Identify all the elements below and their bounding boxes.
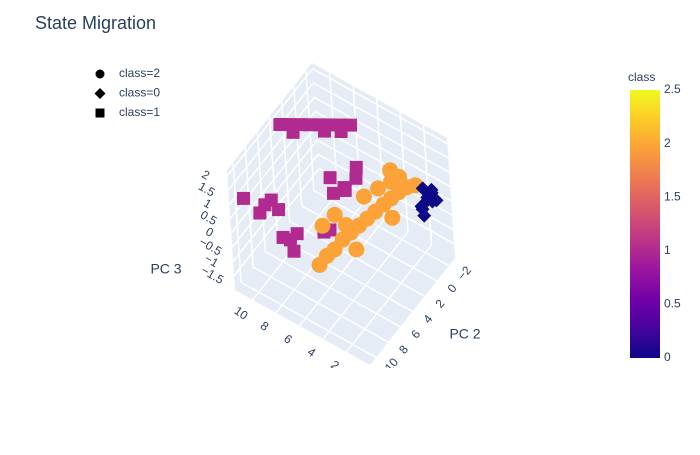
data-point (355, 188, 372, 205)
colorbar-tick-label: 1 (664, 243, 671, 257)
colorbar-tick-label: 1.5 (664, 189, 681, 203)
data-point (287, 244, 301, 258)
legend-symbol (94, 88, 106, 99)
grid-line (228, 96, 315, 205)
x-tick-label: 6 (281, 332, 295, 347)
colorbar-tick-label: 0.5 (664, 297, 681, 311)
y-tick-label: 6 (408, 327, 423, 341)
colorbar-tick-label: 0 (664, 350, 671, 364)
grid-line (264, 251, 401, 328)
legend-symbol (95, 108, 105, 118)
z-tick-label: 1.5 (196, 179, 218, 200)
z-axis-title: PC 3 (150, 261, 181, 277)
y-tick-label: 8 (396, 342, 411, 356)
legend: class=2 class=0 class=1 (94, 66, 160, 119)
data-point (286, 125, 300, 139)
legend-symbol (95, 69, 105, 79)
data-point (348, 241, 365, 258)
grid-line (252, 266, 389, 343)
legend-label: class=0 (119, 86, 160, 100)
grid-line (233, 168, 320, 277)
grid-line (312, 82, 449, 159)
data-point (318, 124, 332, 138)
chart-title: State Migration (35, 13, 156, 33)
data-point (253, 206, 267, 220)
grid-line (227, 82, 314, 191)
data-point (236, 191, 250, 205)
grid-line (317, 153, 454, 231)
data-point (349, 171, 363, 185)
y-tick-label: 4 (420, 312, 435, 326)
data-point (337, 216, 354, 233)
y-tick-label: −2 (455, 263, 475, 283)
grid-line (313, 96, 450, 173)
data-point (273, 117, 287, 131)
data-point (349, 160, 363, 174)
z-tick-label: 0.5 (198, 208, 220, 229)
y-tick-label: 0 (445, 281, 460, 295)
grid-line (240, 281, 377, 359)
data-point (420, 190, 435, 205)
grid-line (313, 189, 450, 267)
x-axis-title: PC 1 (239, 365, 270, 381)
colorbar-title: class (628, 70, 655, 84)
colorbar-tick-label: 2 (664, 136, 671, 150)
grid-line (312, 68, 448, 145)
x-tick-label: 10 (232, 304, 251, 323)
data-point (391, 168, 408, 185)
data-point (276, 230, 290, 244)
data-point (290, 227, 304, 241)
data-point (334, 124, 348, 138)
data-point (326, 206, 343, 223)
x-tick-label: 8 (258, 318, 272, 333)
colorbar-scale (630, 90, 660, 358)
data-point (370, 180, 387, 197)
data-point (327, 186, 341, 200)
y-tick-label: 10 (382, 355, 402, 374)
x-tick-label: 4 (305, 345, 319, 360)
legend-label: class=1 (119, 105, 160, 119)
legend-label: class=2 (119, 66, 160, 80)
colorbar: class 0 0.5 1 1.5 2 2.5 (628, 70, 681, 364)
colorbar-tick-label: 2.5 (664, 82, 681, 96)
data-point (415, 202, 430, 217)
data-point (384, 209, 401, 226)
grid-line (226, 68, 313, 177)
data-point (314, 217, 331, 234)
x-tick-label: 2 (328, 358, 342, 373)
z-tick-label: −1 (202, 251, 221, 270)
data-point (323, 171, 337, 185)
y-tick-label: 2 (432, 296, 447, 310)
data-point (303, 118, 317, 132)
data-point (337, 181, 351, 195)
grid-line (230, 125, 317, 234)
data-point (272, 203, 286, 217)
y-axis-title: PC 2 (449, 326, 480, 342)
grid-line (289, 220, 426, 297)
